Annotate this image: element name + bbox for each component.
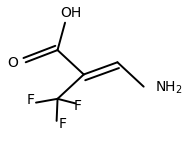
Text: F: F (26, 93, 34, 107)
Text: O: O (7, 56, 18, 70)
Text: OH: OH (60, 6, 81, 20)
Text: F: F (73, 99, 81, 113)
Text: F: F (58, 117, 66, 131)
Text: NH$_2$: NH$_2$ (155, 80, 183, 96)
